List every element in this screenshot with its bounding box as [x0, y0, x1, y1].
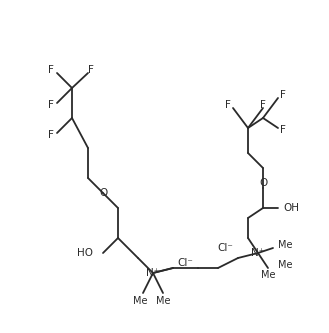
Text: O: O	[99, 188, 107, 198]
Text: F: F	[48, 130, 54, 140]
Text: F: F	[280, 90, 286, 100]
Text: F: F	[225, 100, 231, 110]
Text: Cl⁻: Cl⁻	[177, 258, 193, 268]
Text: Me: Me	[278, 240, 292, 250]
Text: F: F	[280, 125, 286, 135]
Text: Cl⁻: Cl⁻	[217, 243, 233, 253]
Text: F: F	[48, 100, 54, 110]
Text: N⁺: N⁺	[146, 268, 160, 278]
Text: HO: HO	[77, 248, 93, 258]
Text: F: F	[48, 65, 54, 75]
Text: F: F	[260, 100, 266, 110]
Text: Me: Me	[261, 270, 275, 280]
Text: Me: Me	[156, 296, 170, 306]
Text: F: F	[88, 65, 94, 75]
Text: OH: OH	[283, 203, 299, 213]
Text: O: O	[259, 178, 267, 188]
Text: Me: Me	[278, 260, 292, 270]
Text: Me: Me	[133, 296, 147, 306]
Text: N⁺: N⁺	[251, 248, 265, 258]
